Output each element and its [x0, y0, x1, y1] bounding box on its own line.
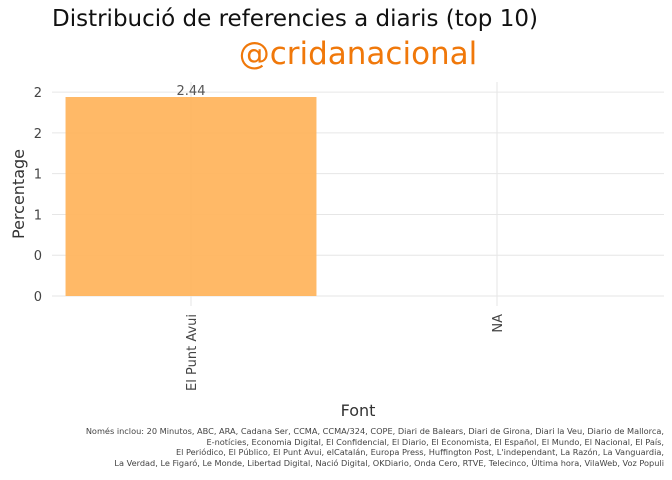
y-tick-labels: 0 0 1 1 2 2 — [34, 86, 42, 305]
y-tick-label: 0 — [34, 249, 42, 264]
x-tick-labels: El Punt Avui NA — [185, 314, 506, 391]
y-tick-label: 0 — [34, 290, 42, 305]
footnote-line: Només inclou: 20 Minutos, ABC, ARA, Cada… — [85, 426, 664, 436]
footnote: Només inclou: 20 Minutos, ABC, ARA, Cada… — [24, 426, 664, 468]
bar-chart: 2.44 0 0 1 1 2 2 El Punt Avui NA Font Percenta… — [9, 82, 664, 420]
bar — [65, 97, 317, 296]
x-axis-title: Font — [341, 401, 376, 420]
x-tick-label: NA — [491, 314, 506, 333]
footnote-line: E-notícies, Economia Digital, El Confide… — [206, 436, 664, 447]
footnote-line: La Verdad, Le Figaró, Le Monde, Libertad… — [114, 457, 664, 468]
chart-title: Distribució de referencies a diaris (top… — [52, 6, 538, 32]
bars: 2.44 — [65, 84, 317, 296]
y-tick-label: 1 — [34, 168, 42, 183]
chart-subtitle: @cridanacional — [238, 36, 478, 72]
y-tick-label: 2 — [34, 127, 42, 142]
y-axis-title: Percentage — [9, 149, 28, 239]
bar-data-label: 2.44 — [177, 84, 206, 99]
y-tick-label: 2 — [34, 86, 42, 101]
footnote-line: El Periódico, El Público, El Punt Avui, … — [175, 447, 664, 457]
x-tick-label: El Punt Avui — [185, 314, 200, 391]
y-tick-label: 1 — [34, 208, 42, 223]
